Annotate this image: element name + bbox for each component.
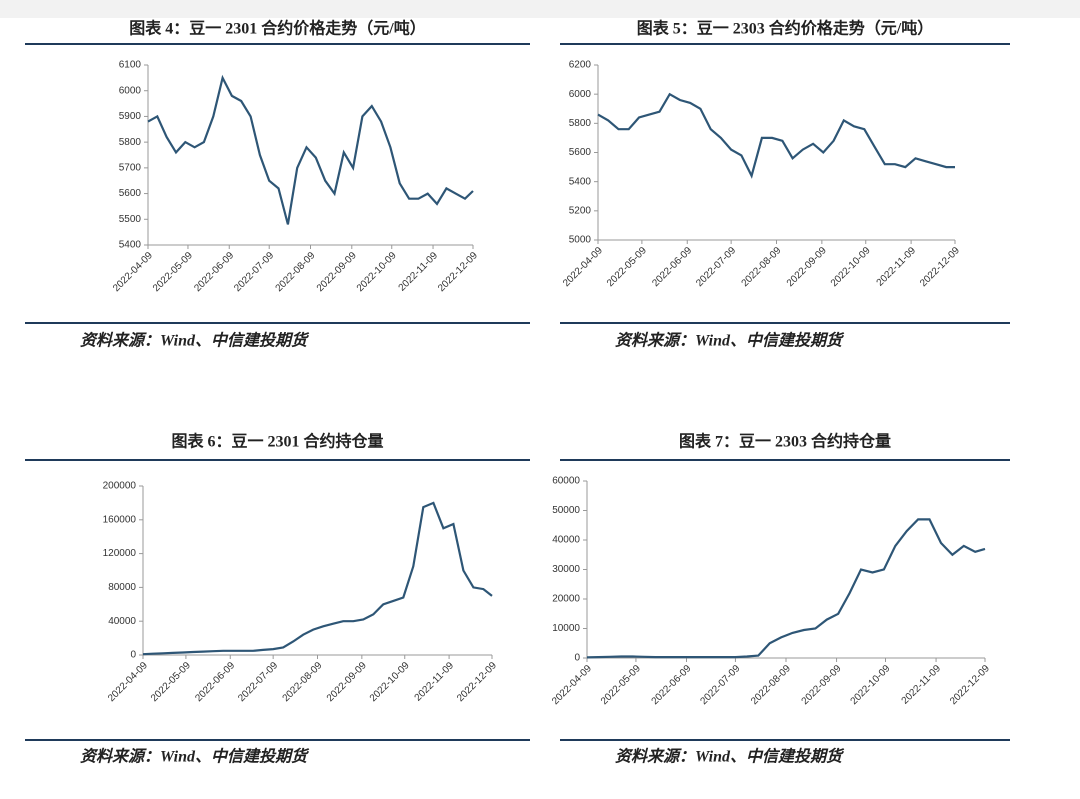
x-tick-label: 2022-09-09 [800, 663, 844, 707]
y-tick-label: 60000 [552, 476, 580, 487]
x-tick-label: 2022-06-09 [192, 250, 236, 294]
x-tick-label: 2022-10-09 [829, 245, 873, 289]
y-tick-label: 5000 [569, 235, 592, 246]
x-tick-label: 2022-12-09 [436, 250, 480, 294]
y-tick-label: 20000 [552, 594, 580, 605]
x-tick-label: 2022-07-09 [232, 250, 276, 294]
source-note: 资料来源：Wind、中信建投期货 [615, 748, 845, 766]
y-tick-label: 5600 [119, 188, 142, 199]
x-tick-label: 2022-04-09 [111, 250, 155, 294]
x-tick-label: 2022-05-09 [605, 245, 649, 289]
x-tick-label: 2022-07-09 [236, 660, 280, 704]
x-tick-label: 2022-04-09 [550, 663, 594, 707]
x-tick-label: 2022-06-09 [193, 660, 237, 704]
y-tick-label: 40000 [108, 616, 136, 627]
x-tick-label: 2022-04-09 [106, 660, 150, 704]
y-tick-label: 80000 [108, 582, 136, 593]
x-tick-label: 2022-07-09 [694, 245, 738, 289]
chart-title: 图表 7：豆一 2303 合约持仓量 [679, 432, 891, 451]
x-tick-label: 2022-08-09 [274, 250, 318, 294]
y-tick-label: 200000 [103, 481, 137, 492]
x-tick-label: 2022-04-09 [561, 245, 605, 289]
price-line [597, 92, 955, 179]
y-tick-label: 50000 [552, 505, 580, 516]
y-tick-label: 160000 [103, 514, 137, 525]
x-tick-label: 2022-05-09 [151, 250, 195, 294]
y-tick-label: 5400 [119, 240, 142, 251]
price-line [586, 518, 986, 659]
x-tick-label: 2022-08-09 [749, 663, 793, 707]
chart-title: 图表 6：豆一 2301 合约持仓量 [171, 432, 383, 451]
y-tick-label: 40000 [552, 535, 580, 546]
x-tick-label: 2022-11-09 [397, 250, 441, 294]
y-tick-label: 0 [130, 650, 136, 661]
y-tick-label: 5400 [569, 176, 592, 187]
chart-title: 图表 5：豆一 2303 合约价格走势（元/吨） [637, 19, 933, 38]
x-tick-label: 2022-10-09 [849, 663, 893, 707]
x-tick-label: 2022-11-09 [413, 660, 457, 704]
price-line [142, 501, 493, 656]
x-tick-label: 2022-09-09 [325, 660, 369, 704]
source-note: 资料来源：Wind、中信建投期货 [615, 332, 845, 350]
y-tick-label: 6000 [119, 85, 142, 96]
top-strip [0, 0, 1080, 18]
x-tick-label: 2022-08-09 [740, 245, 784, 289]
y-tick-label: 5800 [119, 137, 142, 148]
x-tick-label: 2022-09-09 [315, 250, 359, 294]
y-tick-label: 6200 [569, 60, 592, 71]
y-tick-label: 120000 [103, 548, 137, 559]
y-tick-label: 6000 [569, 89, 592, 100]
y-tick-label: 0 [574, 653, 580, 664]
y-tick-label: 5800 [569, 118, 592, 129]
x-tick-label: 2022-07-09 [698, 663, 742, 707]
price-line [147, 74, 474, 225]
x-tick-label: 2022-05-09 [149, 660, 193, 704]
y-tick-label: 5600 [569, 147, 592, 158]
x-tick-label: 2022-11-09 [900, 663, 944, 707]
y-tick-label: 5200 [569, 205, 592, 216]
x-tick-label: 2022-05-09 [599, 663, 643, 707]
x-tick-label: 2022-12-09 [918, 245, 962, 289]
y-tick-label: 6100 [119, 60, 142, 71]
y-tick-label: 5700 [119, 162, 142, 173]
x-tick-label: 2022-10-09 [368, 660, 412, 704]
y-tick-label: 30000 [552, 564, 580, 575]
x-tick-label: 2022-06-09 [650, 245, 694, 289]
x-tick-label: 2022-12-09 [455, 660, 499, 704]
x-tick-label: 2022-10-09 [355, 250, 399, 294]
source-note: 资料来源：Wind、中信建投期货 [80, 748, 310, 766]
x-tick-label: 2022-11-09 [875, 245, 919, 289]
y-tick-label: 5500 [119, 214, 142, 225]
x-tick-label: 2022-09-09 [785, 245, 829, 289]
chart-title: 图表 4：豆一 2301 合约价格走势（元/吨） [129, 19, 425, 38]
y-tick-label: 5900 [119, 111, 142, 122]
y-tick-label: 10000 [552, 623, 580, 634]
x-tick-label: 2022-06-09 [650, 663, 694, 707]
x-tick-label: 2022-08-09 [281, 660, 325, 704]
source-note: 资料来源：Wind、中信建投期货 [80, 332, 310, 350]
x-tick-label: 2022-12-09 [948, 663, 992, 707]
